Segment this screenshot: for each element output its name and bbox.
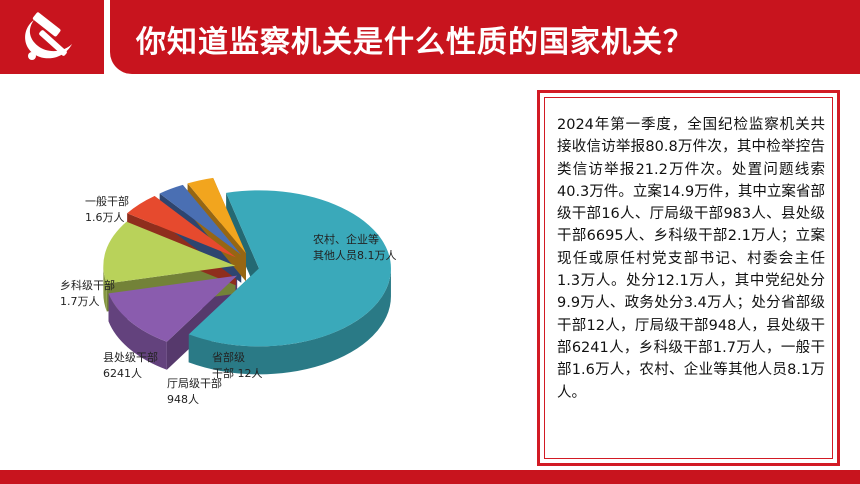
slice-label-bureau-line1: 厅局级干部 bbox=[167, 377, 222, 390]
hammer-sickle-icon bbox=[25, 12, 73, 60]
slice-label-general: 一般干部 1.6万人 bbox=[85, 194, 129, 226]
slice-label-others: 农村、企业等 其他人员8.1万人 bbox=[313, 232, 397, 264]
slice-label-township-line1: 乡科级干部 bbox=[60, 279, 115, 292]
slice-bureau bbox=[159, 184, 242, 255]
slice-label-province: 省部级 干部 12人 bbox=[212, 350, 263, 382]
slice-label-others-line1: 农村、企业等 bbox=[313, 233, 379, 246]
slice-label-province-line2: 干部 12人 bbox=[212, 367, 263, 380]
slice-label-county-line2: 6241人 bbox=[103, 367, 142, 380]
slice-others bbox=[188, 190, 391, 347]
slice-label-county: 县处级干部 6241人 bbox=[103, 350, 158, 382]
slice-province bbox=[187, 177, 246, 254]
info-textbox-inner: 2024年第一季度，全国纪检监察机关共接收信访举报80.8万件次，其中检举控告类… bbox=[544, 97, 833, 459]
pie-chart: 农村、企业等 其他人员8.1万人 一般干部 1.6万人 乡科级干部 1.7万人 … bbox=[55, 150, 455, 430]
slice-label-township-line2: 1.7万人 bbox=[60, 295, 100, 308]
title-bar: 你知道监察机关是什么性质的国家机关？ bbox=[110, 0, 860, 74]
slice-label-general-line2: 1.6万人 bbox=[85, 211, 125, 224]
info-paragraph: 2024年第一季度，全国纪检监察机关共接收信访举报80.8万件次，其中检举控告类… bbox=[557, 117, 825, 401]
info-textbox: 2024年第一季度，全国纪检监察机关共接收信访举报80.8万件次，其中检举控告类… bbox=[537, 90, 840, 466]
slice-label-bureau: 厅局级干部 948人 bbox=[167, 376, 222, 408]
slice-label-bureau-line2: 948人 bbox=[167, 393, 199, 406]
slice-label-province-line1: 省部级 bbox=[212, 351, 245, 364]
slice-label-county-line1: 县处级干部 bbox=[103, 351, 158, 364]
slice-label-general-line1: 一般干部 bbox=[85, 195, 129, 208]
slice-township-side bbox=[103, 265, 107, 312]
page-title: 你知道监察机关是什么性质的国家机关？ bbox=[136, 25, 694, 60]
slice-township bbox=[103, 221, 236, 284]
logo-box bbox=[0, 0, 104, 74]
bottom-bar bbox=[0, 470, 860, 484]
slice-general-side bbox=[108, 293, 167, 370]
slice-general bbox=[108, 275, 238, 342]
slice-others-wall-start bbox=[226, 192, 259, 297]
slice-county bbox=[127, 195, 237, 258]
slice-label-township: 乡科级干部 1.7万人 bbox=[60, 278, 115, 310]
pie-chart-svg bbox=[103, 177, 391, 375]
slice-label-others-line2: 其他人员8.1万人 bbox=[313, 249, 397, 262]
slice-others-side bbox=[188, 268, 391, 375]
